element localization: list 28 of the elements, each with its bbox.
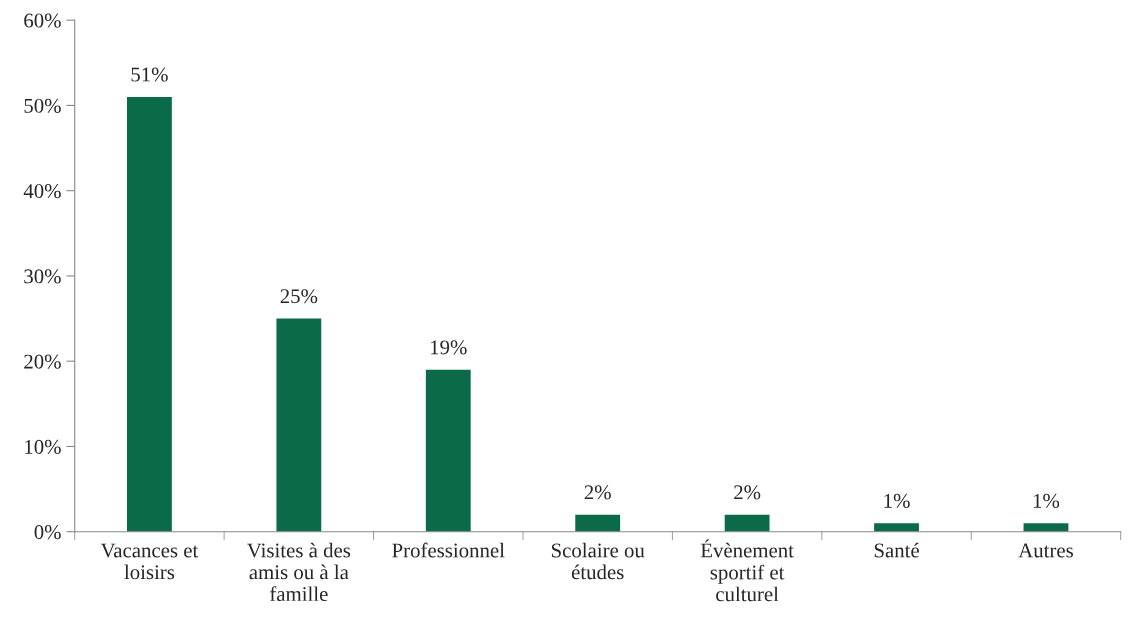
data-label: 25%: [280, 289, 318, 304]
bar: [724, 514, 770, 532]
y-tick-label: 40%: [23, 184, 61, 199]
x-tick-label: Vacances et loisirs: [100, 543, 199, 580]
y-tick-label: 0%: [34, 525, 61, 540]
data-label: 2%: [584, 485, 611, 500]
y-tick-label: 50%: [24, 98, 61, 113]
bar: [1023, 523, 1069, 532]
data-label: 51%: [131, 67, 168, 82]
data-label: 19%: [431, 340, 467, 355]
bar: [874, 523, 919, 532]
x-tick-label: Santé: [874, 542, 919, 558]
x-tick-label: Autres: [1018, 543, 1073, 558]
x-tick-label: Scolaire ou études: [551, 542, 645, 580]
data-label: 2%: [734, 485, 761, 500]
bar: [575, 514, 621, 532]
bar: [425, 369, 471, 532]
bar: [127, 96, 172, 532]
x-tick-label: Professionnel: [392, 542, 505, 558]
y-tick-label: 20%: [24, 354, 61, 369]
data-label: 1%: [884, 493, 910, 508]
y-tick-label: 10%: [25, 439, 61, 454]
data-label: 1%: [1033, 493, 1060, 508]
x-tick-label: Visites à des amis ou à la famille: [247, 542, 351, 602]
bar: [276, 318, 322, 532]
y-tick-label: 30%: [24, 269, 61, 284]
y-tick-label: 60%: [24, 13, 61, 28]
x-tick-label: Évènement sportif et culturel: [700, 539, 794, 602]
